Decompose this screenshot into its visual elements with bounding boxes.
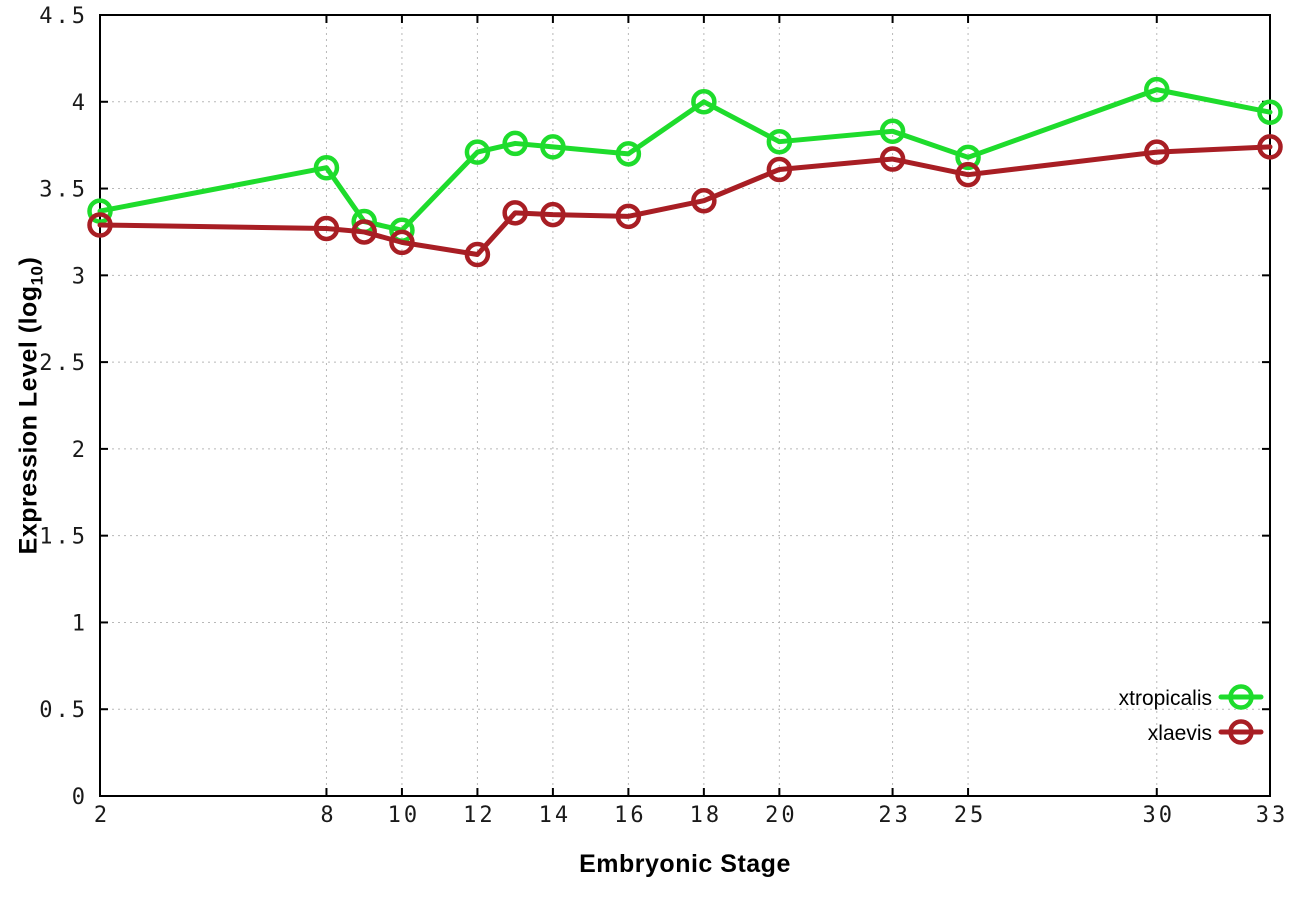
tick-marks — [99, 14, 1271, 797]
data-point-marker-xlaevis — [87, 212, 113, 238]
y-tick-label: 1 — [72, 611, 88, 636]
legend-label-xlaevis: xlaevis — [1148, 722, 1212, 745]
series-line-xlaevis — [97, 144, 1273, 258]
data-point-marker-xlaevis — [389, 229, 415, 256]
data-point-marker-xtropicalis — [766, 128, 793, 155]
x-tick-label: 20 — [765, 803, 798, 828]
x-tick-label: 10 — [388, 803, 421, 828]
data-point-marker-xlaevis — [879, 146, 906, 172]
x-tick-label: 16 — [614, 803, 647, 828]
data-point-marker-xtropicalis — [1144, 76, 1170, 103]
data-point-marker-xlaevis — [464, 241, 491, 268]
y-tick-label: 0 — [72, 785, 88, 810]
legend: xtropicalis xlaevis — [1119, 684, 1264, 745]
data-point-marker-xlaevis — [502, 200, 528, 226]
x-tick-label: 8 — [320, 803, 336, 828]
y-tick-label: 1.5 — [39, 525, 88, 550]
x-tick-label: 14 — [539, 803, 572, 828]
data-point-marker-xlaevis — [313, 215, 340, 242]
data-point-marker-xtropicalis — [502, 130, 528, 157]
data-point-marker-xlaevis — [351, 219, 377, 245]
data-point-marker-xlaevis — [955, 161, 981, 188]
x-tick-label: 23 — [878, 803, 911, 828]
data-point-marker-xlaevis — [766, 156, 793, 183]
data-point-marker-xlaevis — [1144, 139, 1170, 165]
data-point-marker-xlaevis — [615, 203, 642, 230]
legend-label-xtropicalis: xtropicalis — [1119, 687, 1212, 710]
data-point-marker-xtropicalis — [87, 198, 113, 224]
y-tick-label: 2 — [72, 438, 88, 463]
plot-border — [99, 14, 1271, 797]
data-point-marker-xtropicalis — [691, 89, 717, 115]
data-point-marker-xtropicalis — [955, 144, 981, 171]
x-tick-label: 18 — [690, 803, 723, 828]
legend-entry-xtropicalis: xtropicalis — [1119, 684, 1264, 710]
data-point-marker-xtropicalis — [464, 139, 491, 165]
data-point-marker-xlaevis — [691, 187, 717, 214]
x-tick-label: 33 — [1256, 803, 1289, 828]
x-axis-label: Embryonic Stage — [579, 850, 791, 878]
legend-marker-xlaevis — [1228, 719, 1254, 745]
data-point-marker-xtropicalis — [1257, 99, 1283, 125]
gridlines — [100, 15, 1270, 796]
data-point-marker-xlaevis — [540, 201, 566, 228]
y-tick-label: 3.5 — [39, 178, 88, 203]
tick-labels: 2 8 10 12 14 16 18 20 23 25 30 33 0 0.5 1 1.5 2 2.5 3 3.5 4 4… — [39, 4, 1289, 828]
y-tick-label: 2.5 — [39, 351, 88, 376]
y-tick-label: 3 — [72, 264, 88, 289]
data-point-marker-xtropicalis — [615, 141, 642, 167]
series-xlaevis — [87, 134, 1283, 268]
y-tick-label: 4 — [72, 91, 88, 116]
y-tick-label: 4.5 — [39, 4, 88, 29]
legend-entry-xlaevis: xlaevis — [1148, 719, 1264, 745]
y-tick-label: 0.5 — [39, 698, 88, 723]
x-tick-label: 2 — [94, 803, 110, 828]
x-tick-label: 25 — [954, 803, 987, 828]
data-point-marker-xlaevis — [1257, 134, 1283, 160]
data-point-marker-xtropicalis — [313, 154, 340, 181]
x-tick-label: 12 — [463, 803, 496, 828]
x-tick-label: 30 — [1143, 803, 1176, 828]
data-point-marker-xtropicalis — [540, 134, 566, 160]
data-point-marker-xtropicalis — [879, 118, 906, 145]
legend-marker-xtropicalis — [1228, 684, 1254, 710]
